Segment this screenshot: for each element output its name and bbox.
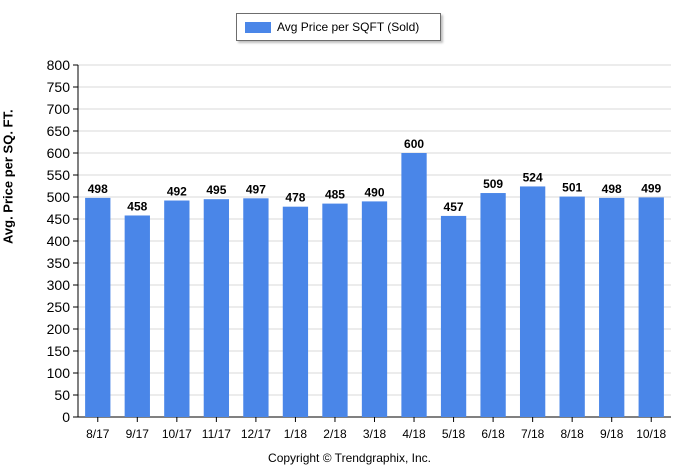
y-tick-label: 700 bbox=[47, 101, 71, 117]
y-tick-label: 50 bbox=[54, 387, 70, 403]
y-tick-label: 800 bbox=[47, 57, 71, 73]
y-tick-label: 150 bbox=[47, 343, 71, 359]
data-label: 457 bbox=[444, 200, 464, 214]
data-label: 478 bbox=[285, 191, 305, 205]
y-tick-label: 550 bbox=[47, 167, 71, 183]
copyright-footer: Copyright © Trendgraphix, Inc. bbox=[268, 451, 431, 465]
x-tick-label: 1/18 bbox=[284, 427, 308, 441]
data-label: 600 bbox=[404, 137, 424, 151]
bar bbox=[519, 186, 546, 417]
y-tick-label: 350 bbox=[47, 255, 71, 271]
x-tick-label: 10/17 bbox=[162, 427, 192, 441]
data-label: 492 bbox=[167, 185, 187, 199]
x-tick-label: 6/18 bbox=[481, 427, 505, 441]
x-tick-label: 8/18 bbox=[560, 427, 584, 441]
legend-label: Avg Price per SQFT (Sold) bbox=[277, 20, 420, 34]
y-tick-label: 450 bbox=[47, 211, 71, 227]
bar bbox=[440, 215, 467, 417]
data-label: 498 bbox=[602, 182, 622, 196]
data-label: 499 bbox=[641, 181, 661, 195]
y-tick-label: 0 bbox=[62, 409, 70, 425]
bar bbox=[361, 201, 388, 417]
y-tick-label: 250 bbox=[47, 299, 71, 315]
x-tick-label: 8/17 bbox=[86, 427, 110, 441]
bar bbox=[480, 193, 506, 417]
x-tick-label: 2/18 bbox=[323, 427, 347, 441]
y-tick-label: 100 bbox=[47, 365, 71, 381]
data-label: 509 bbox=[483, 177, 503, 191]
bar bbox=[203, 199, 230, 417]
bar bbox=[124, 215, 150, 417]
bar bbox=[638, 197, 664, 417]
bar bbox=[164, 200, 190, 417]
y-tick-label: 400 bbox=[47, 233, 71, 249]
data-label: 490 bbox=[364, 185, 384, 199]
x-tick-label: 9/17 bbox=[126, 427, 150, 441]
data-label: 458 bbox=[127, 199, 147, 213]
y-tick-label: 500 bbox=[47, 189, 71, 205]
y-tick-label: 300 bbox=[47, 277, 71, 293]
legend: Avg Price per SQFT (Sold) bbox=[236, 13, 441, 41]
y-tick-label: 750 bbox=[47, 79, 71, 95]
x-tick-label: 10/18 bbox=[636, 427, 666, 441]
y-tick-label: 650 bbox=[47, 123, 71, 139]
data-label: 485 bbox=[325, 188, 345, 202]
x-tick-label: 3/18 bbox=[363, 427, 387, 441]
bar bbox=[322, 203, 348, 417]
bar bbox=[243, 198, 269, 417]
x-tick-label: 4/18 bbox=[402, 427, 426, 441]
bar bbox=[401, 153, 427, 417]
data-label: 501 bbox=[562, 181, 582, 195]
x-tick-label: 12/17 bbox=[241, 427, 271, 441]
data-label: 497 bbox=[246, 182, 266, 196]
data-label: 524 bbox=[523, 170, 543, 184]
data-label: 495 bbox=[206, 183, 226, 197]
bar bbox=[599, 197, 625, 417]
x-tick-label: 11/17 bbox=[202, 427, 231, 441]
legend-swatch bbox=[245, 21, 271, 33]
x-tick-label: 5/18 bbox=[442, 427, 466, 441]
bar bbox=[85, 197, 111, 417]
bar bbox=[282, 206, 309, 417]
x-tick-label: 9/18 bbox=[600, 427, 624, 441]
data-label: 498 bbox=[88, 182, 108, 196]
y-tick-label: 600 bbox=[47, 145, 71, 161]
y-tick-label: 200 bbox=[47, 321, 71, 337]
bar bbox=[559, 196, 585, 417]
x-tick-label: 7/18 bbox=[521, 427, 545, 441]
